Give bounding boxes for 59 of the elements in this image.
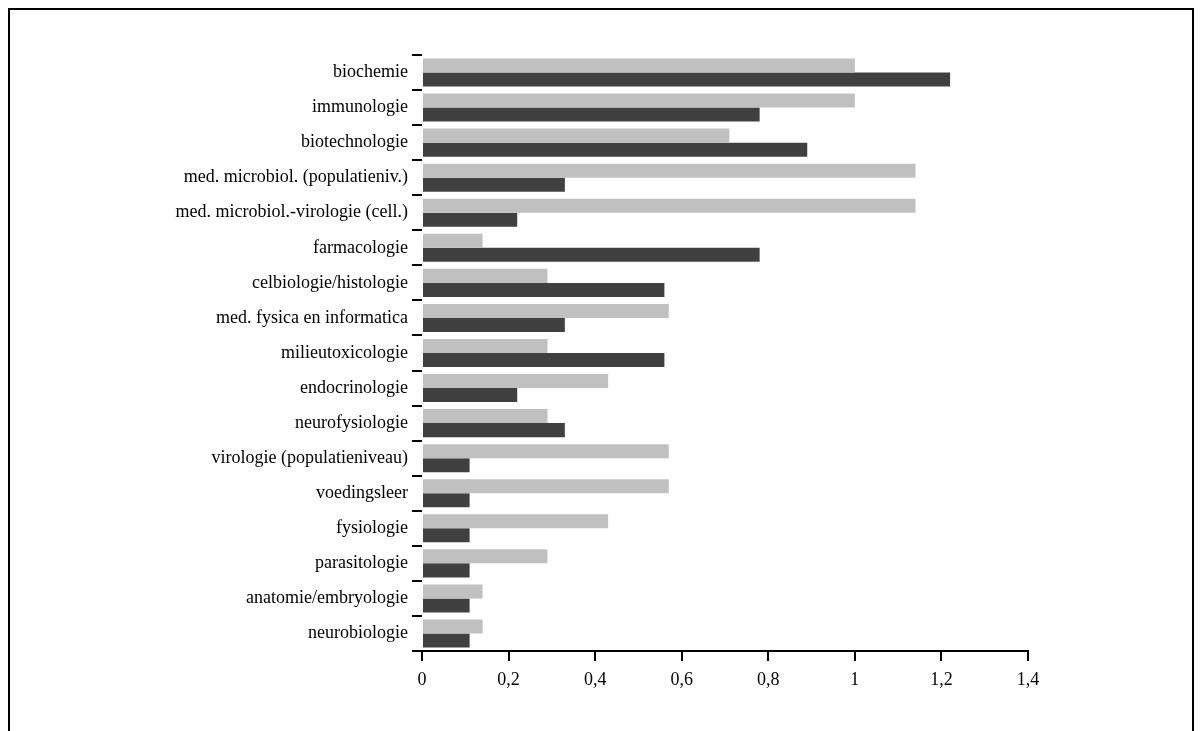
x-tick-label: 0,6 (670, 668, 693, 689)
y-tick-label: neurofysiologie (295, 411, 408, 432)
bar (423, 388, 518, 403)
bar (423, 72, 951, 87)
bar (423, 268, 548, 283)
bar (423, 282, 665, 297)
y-tick-label: fysiologie (336, 517, 408, 538)
bar (423, 58, 855, 73)
bar (423, 303, 669, 318)
y-tick-label: med. microbiol.-virologie (cell.) (175, 201, 408, 223)
bar (423, 549, 548, 564)
bar (423, 107, 760, 122)
bar (423, 528, 470, 543)
bar (423, 584, 483, 599)
bar (423, 374, 609, 389)
bar (423, 163, 916, 178)
x-tick-label: 1 (850, 668, 860, 689)
bar (423, 514, 609, 529)
x-tick-label: 0,2 (497, 668, 520, 689)
y-tick-label: neurobiologie (308, 622, 408, 643)
bar (423, 633, 470, 648)
y-tick-label: med. microbiol. (populatieniv.) (183, 166, 408, 188)
bar (423, 423, 565, 438)
bar (423, 338, 548, 353)
y-tick-label: endocrinologie (300, 376, 409, 397)
bar (423, 479, 669, 494)
y-tick-label: anatomie/embryologie (246, 587, 408, 608)
y-tick-label: biotechnologie (301, 131, 408, 152)
x-tick-label: 1,4 (1016, 668, 1040, 689)
bar (423, 198, 916, 213)
y-tick-label: immunologie (312, 96, 408, 117)
bar (423, 563, 470, 578)
y-tick-label: farmacologie (313, 236, 409, 257)
bar (423, 233, 483, 248)
bar (423, 353, 665, 368)
y-tick-label: voedingsleer (316, 481, 409, 502)
bar (423, 93, 855, 108)
y-tick-label: virologie (populatieniveau) (211, 446, 408, 468)
y-tick-label: milieutoxicologie (281, 341, 408, 362)
x-tick-label: 0,8 (757, 668, 780, 689)
y-tick-label: celbiologie/histologie (252, 271, 408, 292)
bar (423, 212, 518, 227)
bar (423, 177, 565, 192)
bar (423, 619, 483, 634)
x-tick-label: 0 (417, 668, 427, 689)
bar (423, 128, 730, 143)
bar (423, 493, 470, 508)
bar (423, 142, 808, 157)
bar (423, 317, 565, 332)
bar (423, 409, 548, 424)
bar (423, 458, 470, 473)
bar (423, 598, 470, 613)
bar (423, 444, 669, 459)
x-tick-label: 1,2 (930, 668, 953, 689)
y-tick-label: parasitologie (315, 552, 408, 573)
bar (423, 247, 760, 262)
y-tick-label: med. fysica en informatica (216, 306, 409, 327)
x-tick-label: 0,4 (583, 668, 607, 689)
y-tick-label: biochemie (333, 61, 408, 82)
